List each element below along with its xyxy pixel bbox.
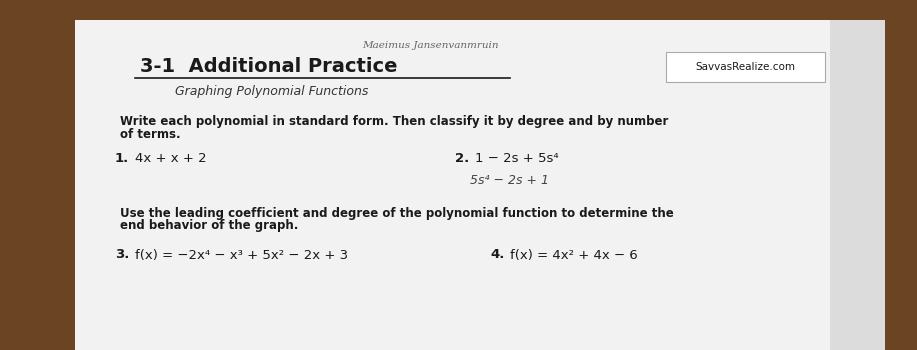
Text: 1 − 2s + 5s⁴: 1 − 2s + 5s⁴ [475,152,558,164]
Text: of terms.: of terms. [120,128,181,141]
Text: Graphing Polynomial Functions: Graphing Polynomial Functions [175,85,369,98]
Text: 4x + x + 2: 4x + x + 2 [135,152,206,164]
Text: Use the leading coefficient and degree of the polynomial function to determine t: Use the leading coefficient and degree o… [120,206,674,219]
FancyBboxPatch shape [830,20,885,350]
Text: f(x) = −2x⁴ − x³ + 5x² − 2x + 3: f(x) = −2x⁴ − x³ + 5x² − 2x + 3 [135,248,348,261]
Text: end behavior of the graph.: end behavior of the graph. [120,219,298,232]
Text: 4.: 4. [490,248,504,261]
Text: f(x) = 4x² + 4x − 6: f(x) = 4x² + 4x − 6 [510,248,637,261]
Text: 2.: 2. [455,152,470,164]
Text: 5s⁴ − 2s + 1: 5s⁴ − 2s + 1 [470,174,549,187]
FancyBboxPatch shape [75,20,885,350]
Text: 1.: 1. [115,152,129,164]
Text: 3-1  Additional Practice: 3-1 Additional Practice [140,57,397,77]
Text: 3.: 3. [115,248,129,261]
Text: SavvasRealize.com: SavvasRealize.com [695,62,795,72]
Text: Maeimus Jansenvanmruin: Maeimus Jansenvanmruin [361,41,498,49]
Text: Write each polynomial in standard form. Then classify it by degree and by number: Write each polynomial in standard form. … [120,116,668,128]
FancyBboxPatch shape [666,52,825,82]
